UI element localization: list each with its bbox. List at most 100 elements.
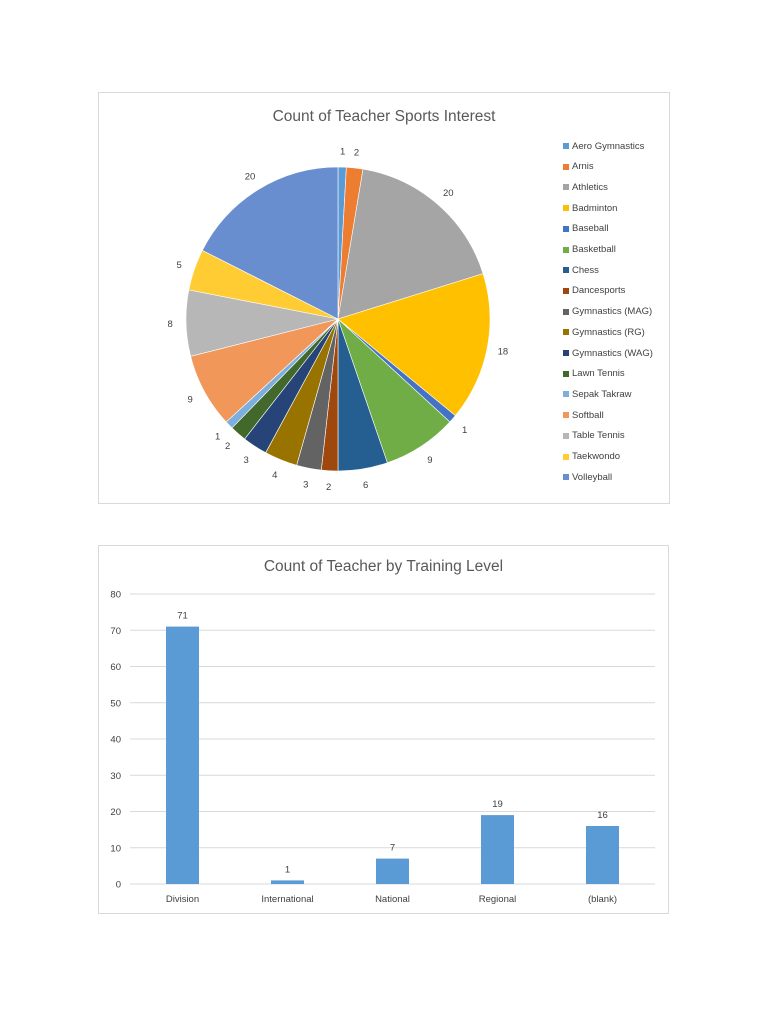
bar-plot-area: 0 10 20 30 40 50 60 70 80 71 Division 1 Internationa… xyxy=(110,590,655,905)
bar xyxy=(586,826,619,884)
pie-data-label: 5 xyxy=(176,260,181,271)
pie-data-label: 9 xyxy=(427,455,432,466)
legend-item: Athletics xyxy=(563,180,608,194)
legend-swatch-icon xyxy=(563,267,569,274)
y-tick-label: 60 xyxy=(110,662,121,673)
legend-swatch-icon xyxy=(563,287,569,294)
legend-label: Table Tennis xyxy=(572,430,625,442)
y-tick-label: 20 xyxy=(110,807,121,818)
x-category-label: National xyxy=(375,894,410,905)
bar xyxy=(271,880,304,884)
pie-data-label: 1 xyxy=(340,147,345,158)
legend-label: Softball xyxy=(572,409,604,421)
pie-data-label: 20 xyxy=(245,171,256,182)
legend-label: Aero Gymnastics xyxy=(572,140,645,152)
legend-swatch-icon xyxy=(563,143,569,149)
x-category-label: Regional xyxy=(479,894,517,905)
legend-swatch-icon xyxy=(563,370,569,377)
legend-label: Gymnastics (MAG) xyxy=(572,306,653,318)
legend-label: Lawn Tennis xyxy=(572,368,625,380)
legend-label: Taekwondo xyxy=(572,451,621,462)
legend-item: Sepak Takraw xyxy=(563,387,632,401)
x-category-label: (blank) xyxy=(588,894,617,905)
y-tick-label: 70 xyxy=(110,626,121,637)
legend-label: Basketball xyxy=(572,244,616,255)
bar-data-label: 7 xyxy=(390,843,395,854)
bar-data-label: 16 xyxy=(597,810,608,821)
legend-label: Dancesports xyxy=(572,285,626,297)
legend-swatch-icon xyxy=(563,308,569,315)
sports-interest-pie-chart: Count of Teacher Sports Interest 1 2 20 18 1… xyxy=(98,92,670,504)
pie-data-label: 8 xyxy=(167,319,172,330)
bar xyxy=(481,815,514,884)
legend-swatch-icon xyxy=(563,246,569,253)
pie-data-label: 1 xyxy=(462,425,467,436)
pie-data-label: 3 xyxy=(303,479,308,490)
y-tick-label: 40 xyxy=(110,735,121,746)
legend-swatch-icon xyxy=(563,163,569,170)
legend-item: Badminton xyxy=(563,201,617,215)
y-tick-label: 30 xyxy=(110,771,121,782)
pie-data-label: 1 xyxy=(215,432,220,443)
legend-label: Gymnastics (RG) xyxy=(572,326,645,338)
y-tick-label: 80 xyxy=(110,590,121,601)
x-category-label: International xyxy=(261,894,313,905)
pie-data-label: 20 xyxy=(443,188,454,199)
y-tick-label: 50 xyxy=(110,698,121,709)
bar-data-label: 19 xyxy=(492,799,503,810)
legend-swatch-icon xyxy=(563,350,569,356)
y-tick-label: 10 xyxy=(110,843,121,854)
pie-data-label: 2 xyxy=(326,482,331,493)
legend-label: Volleyball xyxy=(572,471,613,483)
legend-item: Softball xyxy=(563,408,604,422)
legend-swatch-icon xyxy=(563,474,569,481)
pie-data-label: 18 xyxy=(498,347,509,358)
legend-swatch-icon xyxy=(563,453,569,460)
pie-slice xyxy=(337,168,484,320)
legend-swatch-icon xyxy=(563,184,569,191)
legend-swatch-icon xyxy=(563,225,569,232)
legend-item: Dancesports xyxy=(563,284,625,298)
y-tick-label: 0 xyxy=(116,880,121,891)
legend-item: Baseball xyxy=(563,222,608,236)
legend-swatch-icon xyxy=(563,412,569,419)
legend-label: Gymnastics (WAG) xyxy=(572,347,653,359)
legend-item: Gymnastics (WAG) xyxy=(563,346,653,360)
legend-label: Badminton xyxy=(572,202,618,214)
pie-data-label: 3 xyxy=(243,455,248,466)
legend-item: Aero Gymnastics xyxy=(563,139,644,153)
legend-label: Chess xyxy=(572,264,599,276)
pie-data-label: 2 xyxy=(225,441,230,452)
bar-data-label: 71 xyxy=(177,611,188,622)
bar-data-label: 1 xyxy=(285,864,290,875)
legend-item: Taekwondo xyxy=(563,450,620,464)
legend-item: Table Tennis xyxy=(563,429,625,443)
legend-item: Chess xyxy=(563,263,599,277)
bar xyxy=(376,858,409,884)
legend-swatch-icon xyxy=(563,391,569,398)
legend-label: Athletics xyxy=(572,181,608,193)
pie-slice xyxy=(337,273,491,417)
legend-swatch-icon xyxy=(563,329,569,336)
legend-item: Arnis xyxy=(563,160,594,174)
legend-item: Gymnastics (RG) xyxy=(563,325,645,339)
legend-swatch-icon xyxy=(563,205,569,212)
legend-item: Volleyball xyxy=(563,470,612,484)
pie-data-label: 6 xyxy=(363,480,368,491)
x-category-label: Division xyxy=(166,894,199,905)
training-level-bar-chart: Count of Teacher by Training Level 0 10 20… xyxy=(98,545,669,914)
bar xyxy=(166,626,199,884)
pie-data-label: 9 xyxy=(188,395,193,406)
legend-label: Sepak Takraw xyxy=(572,388,632,400)
legend-swatch-icon xyxy=(563,432,569,439)
legend-item: Basketball xyxy=(563,243,616,257)
bar-chart-title: Count of Teacher by Training Level xyxy=(263,558,504,575)
pie-data-label: 2 xyxy=(354,148,359,159)
legend-item: Lawn Tennis xyxy=(563,367,625,381)
legend-label: Arnis xyxy=(572,161,594,173)
legend-item: Gymnastics (MAG) xyxy=(563,305,652,319)
pie-slice xyxy=(201,166,339,320)
pie-data-label: 4 xyxy=(272,470,277,481)
pie-chart-title: Count of Teacher Sports Interest xyxy=(272,108,496,125)
